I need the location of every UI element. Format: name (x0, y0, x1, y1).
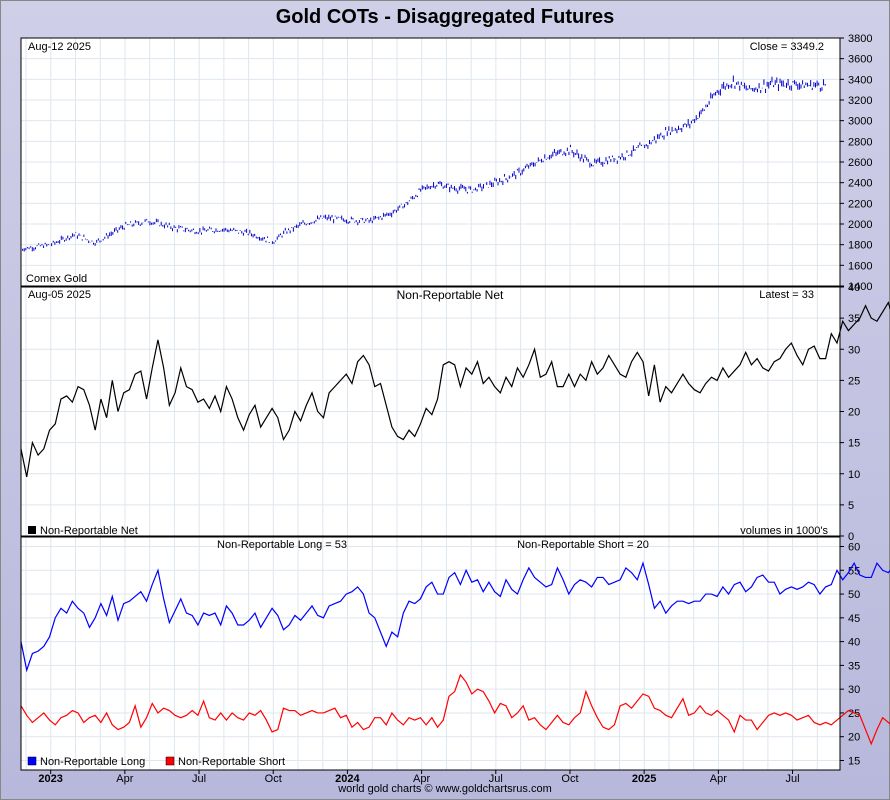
y-tick-label: 20 (848, 732, 860, 744)
net-series-line (20, 301, 890, 477)
y-tick-label: 3800 (848, 33, 872, 45)
y-tick-label: 25 (848, 708, 860, 720)
y-tick-label: 35 (848, 660, 860, 672)
short-series-line (20, 673, 890, 746)
legend-swatch-net (28, 526, 36, 534)
y-tick-label: 2400 (848, 178, 872, 190)
y-tick-label: 1600 (848, 260, 872, 272)
y-tick-label: 2200 (848, 198, 872, 210)
short-latest-label: Non-Reportable Short = 20 (517, 539, 649, 551)
y-tick-label: 15 (848, 438, 860, 450)
y-tick-label: 3000 (848, 116, 872, 128)
y-tick-label: 35 (848, 313, 860, 325)
legend-label-short: Non-Reportable Short (178, 756, 285, 768)
y-tick-label: 2600 (848, 157, 872, 169)
y-tick-label: 30 (848, 344, 860, 356)
legend-swatch-short (165, 756, 175, 766)
x-tick-label: Apr (116, 773, 133, 785)
price-series (20, 75, 826, 252)
long-latest-label: Non-Reportable Long = 53 (217, 539, 347, 551)
net-panel-title: Non-Reportable Net (397, 288, 504, 302)
x-tick-label: 2025 (632, 773, 656, 785)
y-tick-label: 15 (848, 755, 860, 767)
price-close-label: Close = 3349.2 (750, 41, 824, 53)
footer-credit: world gold charts © www.goldchartsrus.co… (338, 783, 552, 795)
long-series-line (20, 561, 890, 673)
net-latest-label: Latest = 33 (759, 289, 814, 301)
y-tick-label: 5 (848, 500, 854, 512)
legend-label-net: Non-Reportable Net (40, 525, 138, 537)
price-date-label: Aug-12 2025 (28, 41, 91, 53)
x-tick-label: Jul (785, 773, 799, 785)
y-tick-label: 0 (848, 531, 854, 543)
x-tick-label: 2024 (335, 773, 360, 785)
chart-title: Gold COTs - Disaggregated Futures (275, 6, 615, 28)
y-tick-label: 25 (848, 375, 860, 387)
legend-swatch-long (27, 756, 37, 766)
x-tick-label: Apr (710, 773, 727, 785)
x-tick-label: Oct (561, 773, 578, 785)
y-tick-label: 2000 (848, 219, 872, 231)
x-tick-label: Apr (413, 773, 430, 785)
y-tick-label: 30 (848, 684, 860, 696)
net-date-label: Aug-05 2025 (28, 289, 91, 301)
y-tick-label: 50 (848, 589, 860, 601)
y-tick-label: 20 (848, 407, 860, 419)
panel-3-background (21, 537, 840, 770)
units-label: volumes in 1000's (740, 525, 828, 537)
y-tick-label: 2800 (848, 136, 872, 148)
x-tick-label: Oct (265, 773, 282, 785)
y-tick-label: 10 (848, 469, 860, 481)
y-tick-label: 1800 (848, 240, 872, 252)
x-tick-label: Jul (489, 773, 503, 785)
y-tick-label: 40 (848, 282, 860, 294)
y-tick-label: 45 (848, 613, 860, 625)
x-tick-label: Jul (192, 773, 206, 785)
y-tick-label: 40 (848, 637, 860, 649)
y-tick-label: 3600 (848, 54, 872, 66)
legend-label-long: Non-Reportable Long (40, 756, 145, 768)
y-tick-label: 3200 (848, 95, 872, 107)
y-tick-label: 3400 (848, 74, 872, 86)
x-tick-label: 2023 (38, 773, 62, 785)
y-tick-label: 1400 (848, 281, 872, 293)
y-tick-label: 60 (848, 542, 860, 554)
price-name-label: Comex Gold (26, 273, 87, 285)
